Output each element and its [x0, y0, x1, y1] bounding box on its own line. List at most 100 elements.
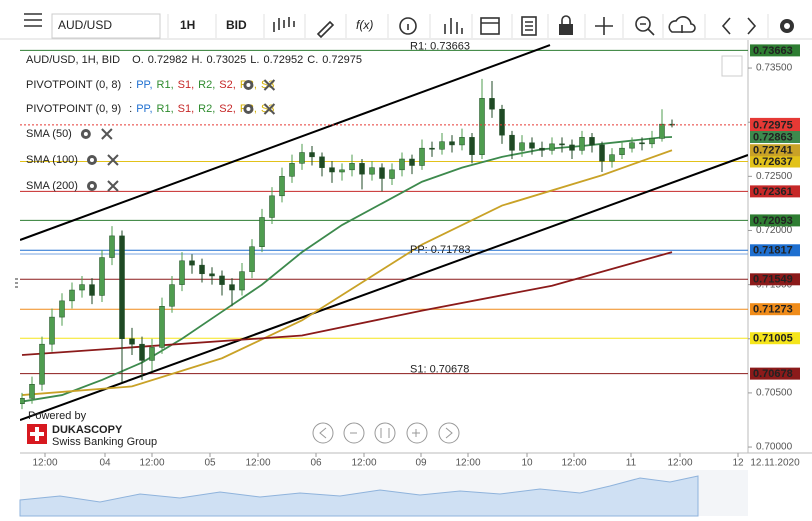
candle-body: [169, 284, 175, 307]
date-label: 12.11.2020: [750, 458, 800, 469]
draw-button[interactable]: [316, 20, 335, 39]
side[interactable]: BID: [226, 18, 247, 32]
ohlc-label: H.: [192, 54, 203, 66]
report-button[interactable]: [521, 16, 537, 36]
sma-legend: SMA (200): [26, 180, 78, 192]
candle-body: [409, 158, 415, 166]
sma-legend: SMA (100): [26, 154, 78, 166]
period[interactable]: 1H: [180, 18, 195, 32]
remove-icon[interactable]: [263, 103, 276, 115]
candle-body: [379, 167, 385, 179]
pivot-item: PP,: [136, 79, 152, 91]
remove-icon[interactable]: [107, 180, 119, 192]
candle-body: [639, 142, 645, 145]
expand-button[interactable]: [721, 55, 743, 77]
candle-body: [199, 264, 205, 275]
scroll-left[interactable]: [312, 422, 334, 444]
x-tick-label: 11: [626, 458, 637, 469]
pivot-label: S1: 0.70678: [410, 364, 469, 376]
price-tag-label: 0.72637: [753, 156, 793, 168]
candle-body: [219, 275, 225, 285]
toolbar-separators: [167, 14, 769, 38]
lock-button[interactable]: [559, 15, 573, 35]
x-tick-label: 12: [732, 458, 744, 469]
symbol-box[interactable]: [51, 13, 161, 39]
candle-body: [579, 137, 585, 151]
x-tick-label: 06: [310, 458, 322, 469]
zoom-in[interactable]: [406, 422, 428, 444]
candle-body: [149, 347, 155, 361]
candle-body: [569, 144, 575, 151]
calendar-button[interactable]: [480, 17, 500, 35]
y-tick-label: 0.70000: [756, 442, 793, 453]
x-tick-label: 12:00: [667, 458, 692, 469]
scroll-right[interactable]: [438, 422, 460, 444]
ohlc-label: L.: [250, 54, 259, 66]
candle-body: [229, 284, 235, 291]
settings-icon-hole: [83, 132, 88, 136]
sma-tag: [750, 131, 800, 144]
pivot-legend: PIVOTPOINT (0, 9):PP,R1,S1,R2,S2,R3,S3: [26, 103, 274, 115]
x-tick-label: 12:00: [561, 458, 586, 469]
x-tick-label: 05: [204, 458, 216, 469]
pivot-name: PIVOTPOINT (0, 8): [26, 79, 121, 91]
candle-body: [329, 167, 335, 173]
candle-body: [609, 154, 615, 162]
candle-body: [319, 156, 325, 168]
candle-body: [499, 108, 505, 136]
x-tick-label: 04: [99, 458, 111, 469]
remove-icon[interactable]: [101, 128, 113, 140]
zoom-button[interactable]: [635, 16, 655, 36]
price-tag: [750, 244, 800, 257]
sma-tag: [750, 144, 800, 157]
price-tag-label: 0.72093: [753, 215, 793, 227]
candle-body: [249, 246, 255, 272]
x-tick-label: 12:00: [351, 458, 376, 469]
indicators-button[interactable]: f(x): [356, 18, 373, 32]
price-tag-label: 0.71005: [753, 333, 793, 345]
candle-body: [299, 152, 305, 164]
price-tag: [750, 44, 800, 57]
candle-body: [239, 271, 245, 291]
candle-body: [479, 98, 485, 155]
candle-body: [209, 273, 215, 277]
remove-icon[interactable]: [263, 79, 276, 91]
zoom-out[interactable]: [343, 422, 365, 444]
chart-type-button[interactable]: [273, 17, 295, 32]
x-tick-label: 12:00: [32, 458, 57, 469]
forward-button[interactable]: [747, 17, 757, 35]
price-tag: [750, 214, 800, 227]
candle-body: [179, 260, 185, 285]
share-button[interactable]: [668, 16, 696, 33]
menu-button[interactable]: [24, 13, 42, 27]
panel-handle[interactable]: [15, 278, 18, 288]
candle-body: [29, 383, 35, 399]
crosshair-button[interactable]: [595, 17, 613, 35]
pivot-name: PIVOTPOINT (0, 9): [26, 103, 121, 115]
candle-body: [459, 137, 465, 146]
candle-body: [469, 137, 475, 155]
bars-button[interactable]: [444, 18, 463, 34]
reset-zoom[interactable]: [374, 422, 396, 444]
logo-cross: [30, 427, 44, 441]
sma-line: [21, 136, 673, 403]
navigator-area: [19, 475, 699, 517]
back-button[interactable]: [721, 17, 731, 35]
candle-body: [549, 143, 555, 151]
candle-body: [49, 316, 55, 345]
brand-tagline: Swiss Banking Group: [52, 436, 157, 448]
candle-body: [39, 343, 45, 385]
symbol[interactable]: AUD/USD: [58, 18, 112, 32]
candle-body: [99, 257, 105, 296]
price-tag: [750, 273, 800, 286]
info-button[interactable]: [399, 17, 417, 35]
candle-body: [289, 163, 295, 177]
pivot-label: PP: 0.71783: [410, 244, 471, 256]
remove-icon[interactable]: [107, 154, 119, 166]
settings-button[interactable]: [780, 19, 794, 33]
x-tick-label: 12:00: [245, 458, 270, 469]
price-tag: [750, 185, 800, 198]
sma-line: [21, 251, 673, 356]
candle-body: [109, 235, 115, 258]
